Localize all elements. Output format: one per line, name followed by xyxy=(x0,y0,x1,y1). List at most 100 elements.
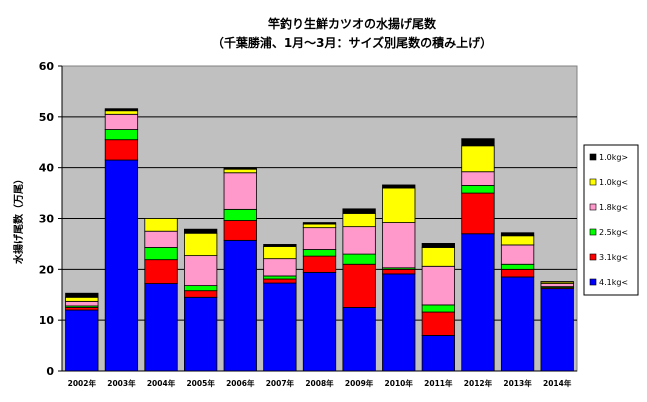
x-tick-label: 2007年 xyxy=(266,378,295,388)
bar-segment xyxy=(263,246,297,260)
legend-entry: 1.0kg< xyxy=(599,178,628,187)
y-tick-label: 60 xyxy=(39,60,55,73)
legend-entry: 1.0kg> xyxy=(599,153,628,162)
legend-entry: 2.5kg< xyxy=(599,228,628,237)
bar-segment xyxy=(104,113,139,130)
bar-segment xyxy=(184,290,218,298)
bar-segment xyxy=(104,129,139,141)
bar-segment xyxy=(382,268,416,275)
x-tick-label: 2002年 xyxy=(68,378,97,388)
bar-segment xyxy=(461,185,495,194)
bar-segment xyxy=(342,213,376,228)
bar-segment xyxy=(184,296,218,372)
y-tick-label: 0 xyxy=(46,365,54,378)
y-tick-label: 20 xyxy=(39,263,55,276)
bar-segment xyxy=(421,247,455,267)
x-tick-label: 2012年 xyxy=(464,378,493,388)
bar-segment xyxy=(184,232,218,257)
bar-segment xyxy=(263,275,297,280)
bar-segment xyxy=(223,220,257,241)
chart-subtitle: （千葉勝浦、1月～3月：サイズ別尾数の積み上げ） xyxy=(212,35,492,50)
x-tick-label: 2004年 xyxy=(147,378,176,388)
bar-segment xyxy=(461,138,495,147)
y-tick-label: 50 xyxy=(39,111,55,124)
bar-segment xyxy=(540,288,574,372)
bar-segment xyxy=(302,255,337,273)
legend-swatch xyxy=(589,178,597,186)
bar-segment xyxy=(342,253,376,265)
bar-segment xyxy=(263,282,297,372)
bar-segment xyxy=(302,271,337,372)
bar-segment xyxy=(184,255,218,287)
x-tick-label: 2003年 xyxy=(107,378,136,388)
y-tick-label: 10 xyxy=(39,314,55,327)
bar-segment xyxy=(342,226,376,255)
bar-segment xyxy=(421,311,455,336)
x-tick-label: 2006年 xyxy=(226,378,255,388)
bar-segment xyxy=(144,247,178,261)
legend-swatch xyxy=(589,253,597,261)
legend-box xyxy=(583,144,639,296)
legend-entry: 4.1kg< xyxy=(599,278,628,287)
bar-segment xyxy=(302,223,337,229)
bar-segment xyxy=(144,259,178,284)
bar-segment xyxy=(382,184,416,189)
bar-segment xyxy=(461,192,495,235)
bar-segment xyxy=(65,292,99,298)
bar-segment xyxy=(421,265,455,306)
bar-segment xyxy=(104,108,139,112)
x-tick-label: 2010年 xyxy=(385,378,414,388)
y-tick-label: 30 xyxy=(39,213,55,226)
bar-segment xyxy=(421,335,455,372)
bar-segment xyxy=(500,232,535,237)
bar-segment xyxy=(342,208,376,214)
x-tick-label: 2005年 xyxy=(186,378,215,388)
bar-segment xyxy=(461,145,495,173)
bar-segment xyxy=(500,235,535,246)
bar-segment xyxy=(65,296,99,302)
plot-area: 0 10 20 30 40 50 60 2002年 2003年 2004年 2005年 2006年 20… xyxy=(39,60,578,388)
bar-segment xyxy=(263,258,297,277)
bar-segment xyxy=(263,278,297,284)
bar-segment xyxy=(104,159,139,372)
bar-segment xyxy=(421,304,455,313)
x-tick-label: 2009年 xyxy=(345,378,374,388)
legend-swatch xyxy=(589,153,597,161)
bar-segment xyxy=(65,300,99,307)
bar-segment xyxy=(223,168,257,174)
bar-segment xyxy=(184,228,218,234)
bar-segment xyxy=(144,230,178,248)
bar-segment xyxy=(263,244,297,247)
bar-segment xyxy=(144,218,178,232)
bar-segment xyxy=(382,187,416,223)
legend-entry: 1.8kg< xyxy=(599,203,628,212)
bar-segment xyxy=(223,208,257,221)
x-tick-label: 2008年 xyxy=(305,378,334,388)
legend: 1.0kg> 1.0kg< 1.8kg< 2.5kg< 3.1kg< 4.1kg< xyxy=(583,144,639,296)
bar-segment xyxy=(540,283,574,288)
bar-segment xyxy=(461,171,495,186)
bar-segment xyxy=(382,222,416,269)
legend-swatch xyxy=(589,278,597,286)
bar-segment xyxy=(302,249,337,257)
y-tick-label: 40 xyxy=(39,162,55,175)
bar-segment xyxy=(104,139,139,161)
bar-segment xyxy=(500,276,535,372)
bar-segment xyxy=(342,263,376,308)
bar-segment xyxy=(461,233,495,372)
bar-segment xyxy=(500,263,535,270)
bar-segment xyxy=(540,281,574,283)
bar-segment xyxy=(65,309,99,372)
chart-title: 竿釣り生鮮カツオの水揚げ尾数 xyxy=(268,16,437,31)
bar-segment xyxy=(223,239,257,372)
bar-segment xyxy=(144,283,178,372)
y-axis-label: 水揚げ尾数（万尾） xyxy=(12,174,25,265)
legend-swatch xyxy=(589,203,597,211)
bar-segment xyxy=(302,222,337,225)
bar-segment xyxy=(302,227,337,250)
bar-segment xyxy=(223,167,257,170)
bar-segment xyxy=(104,110,139,115)
bar-segment xyxy=(184,285,218,292)
x-tick-label: 2011年 xyxy=(424,378,453,388)
